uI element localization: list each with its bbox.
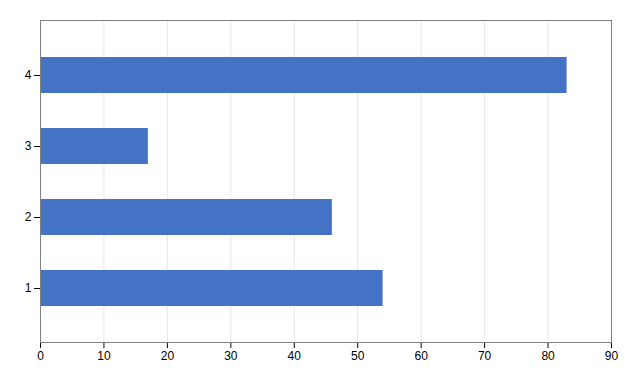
- svg-text:60: 60: [414, 349, 428, 363]
- svg-text:3: 3: [25, 139, 32, 153]
- svg-text:4: 4: [25, 68, 32, 82]
- svg-text:80: 80: [541, 349, 555, 363]
- svg-text:50: 50: [351, 349, 365, 363]
- svg-text:70: 70: [478, 349, 492, 363]
- svg-text:2: 2: [25, 210, 32, 224]
- svg-text:20: 20: [161, 349, 175, 363]
- svg-text:90: 90: [605, 349, 619, 363]
- svg-text:10: 10: [97, 349, 111, 363]
- svg-text:30: 30: [224, 349, 238, 363]
- svg-text:0: 0: [37, 349, 44, 363]
- svg-text:1: 1: [25, 281, 32, 295]
- svg-text:40: 40: [288, 349, 302, 363]
